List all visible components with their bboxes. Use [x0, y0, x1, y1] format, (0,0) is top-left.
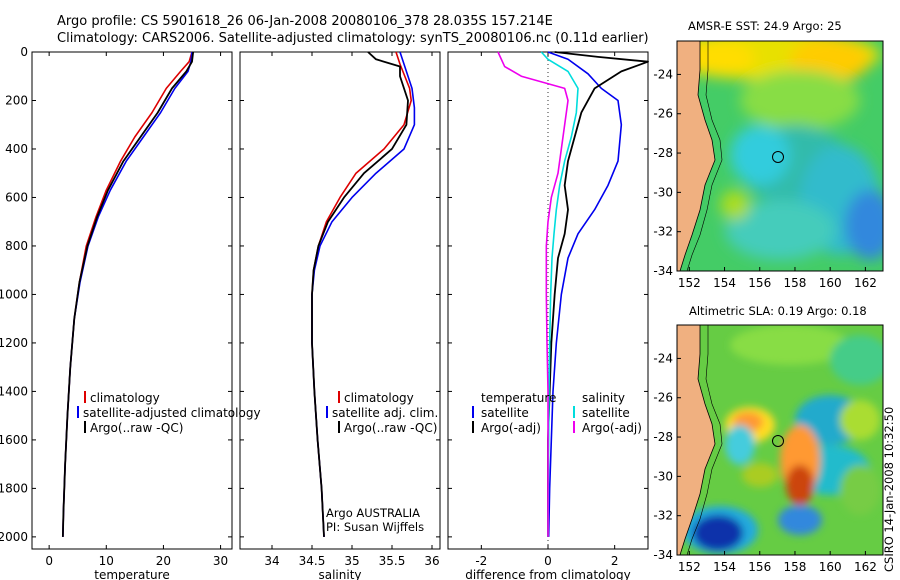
map-y-tick-label: -26 [653, 107, 673, 121]
legend-title-temperature: temperature [481, 391, 556, 405]
temperature-legend: climatology satellite-adjusted climatolo… [77, 391, 261, 435]
x-tick-label: 2 [611, 554, 619, 568]
x-tick-label: -2 [475, 554, 487, 568]
y-tick-label: 1600 [0, 433, 28, 447]
sla-map-field [677, 325, 883, 555]
legend-label-temp-satellite: satellite [481, 406, 529, 420]
legend-label-argo: Argo(..raw -QC) [344, 421, 437, 435]
x-tick-label: 0 [544, 554, 552, 568]
owner-line2: PI: Susan Wijffels [326, 520, 424, 534]
legend-label-satellite: satellite-adjusted climatology [83, 406, 261, 420]
map-x-tick-label: 152 [678, 560, 701, 574]
sst-map-title: AMSR-E SST: 24.9 Argo: 25 [688, 19, 842, 33]
legend-label-climatology: climatology [90, 391, 160, 405]
map-y-tick-label: -30 [653, 185, 673, 199]
map-y-tick-label: -34 [653, 548, 673, 562]
y-tick-label: 1000 [0, 287, 28, 301]
difference-legend: temperature salinity satellite Argo(-adj… [472, 391, 642, 435]
map-x-tick-label: 162 [854, 560, 877, 574]
map-y-tick-label: -28 [653, 430, 673, 444]
y-tick-label: 800 [5, 239, 28, 253]
map-x-tick-label: 156 [748, 560, 771, 574]
series-line-argo---raw--qc- [311, 51, 409, 537]
y-tick-label: 0 [20, 45, 28, 59]
legend-label-climatology: climatology [344, 391, 414, 405]
series-line-satellite-adjusted-climatology [62, 51, 193, 537]
legend-label-sal-argo: Argo(-adj) [582, 421, 642, 435]
x-tick-label: 0 [45, 554, 53, 568]
legend-label-satellite: satellite adj. clim. [332, 406, 438, 420]
x-tick-label: 35.5 [379, 554, 406, 568]
series-line-argo---raw--qc- [61, 51, 195, 537]
figure-title-line1: Argo profile: CS 5901618_26 06-Jan-2008 … [57, 14, 553, 29]
map-y-tick-label: -28 [653, 146, 673, 160]
series-line-argo--adj- [547, 51, 649, 537]
x-tick-label: 35 [344, 554, 359, 568]
y-tick-label: 1400 [0, 384, 28, 398]
figure-title-line2: Climatology: CARS2006. Satellite-adjuste… [57, 31, 649, 46]
salinity-legend: climatology satellite adj. clim. Argo(..… [326, 391, 438, 534]
sla-map: Altimetric SLA: 0.19 Argo: 0.18 [653, 304, 884, 574]
legend-label-temp-argo: Argo(-adj) [481, 421, 541, 435]
map-y-tick-label: -30 [653, 469, 673, 483]
series-line-climatology [311, 51, 413, 537]
x-tick-label: 36 [424, 554, 439, 568]
x-tick-label: 34 [264, 554, 279, 568]
map-x-tick-label: 162 [854, 276, 877, 290]
y-tick-label: 400 [5, 142, 28, 156]
sla-argo-marker [772, 435, 784, 447]
map-y-tick-label: -34 [653, 264, 673, 278]
map-y-tick-label: -32 [653, 225, 673, 239]
map-x-tick-label: 154 [713, 560, 736, 574]
sst-map: AMSR-E SST: 24.9 Argo: 25 152 154 156 158 16… [653, 19, 884, 290]
map-x-tick-label: 156 [748, 276, 771, 290]
x-axis-label: temperature [94, 568, 169, 580]
series-line-satellite [547, 51, 623, 537]
x-tick-label: 10 [99, 554, 114, 568]
map-y-tick-label: -26 [653, 391, 673, 405]
legend-label-sal-satellite: satellite [582, 406, 630, 420]
sst-map-field [677, 41, 883, 271]
y-tick-label: 1200 [0, 336, 28, 350]
legend-title-salinity: salinity [582, 391, 625, 405]
y-tick-label: 2000 [0, 530, 28, 544]
map-y-tick-label: -32 [653, 509, 673, 523]
map-x-tick-label: 158 [784, 560, 807, 574]
map-x-tick-label: 160 [819, 276, 842, 290]
owner-line1: Argo AUSTRALIA [326, 506, 420, 520]
y-tick-label: 1800 [0, 481, 28, 495]
sla-map-title: Altimetric SLA: 0.19 Argo: 0.18 [689, 304, 867, 318]
series-line-satellite-adj--clim- [311, 51, 416, 537]
plot-frame [31, 51, 233, 550]
map-x-tick-label: 158 [784, 276, 807, 290]
x-tick-label: 34.5 [299, 554, 326, 568]
temperature-panel: 0 10 20 30 0 200 400 600 800 1000 1200 1400 1600 1800… [0, 45, 233, 580]
map-y-tick-label: -24 [653, 67, 673, 81]
x-tick-label: 20 [156, 554, 171, 568]
x-axis-label: salinity [318, 568, 361, 580]
legend-label-argo: Argo(..raw -QC) [90, 421, 183, 435]
sst-argo-marker [772, 151, 784, 163]
x-tick-label: 30 [213, 554, 228, 568]
side-label: CSIRO 14-Jan-2008 10:32:50 [882, 407, 896, 572]
map-x-tick-label: 160 [819, 560, 842, 574]
x-axis-label: difference from climatology [465, 568, 631, 580]
series-line-satellite [540, 51, 579, 537]
series-line-climatology [62, 51, 193, 537]
plot-frame [239, 51, 441, 550]
y-tick-label: 200 [5, 93, 28, 107]
map-x-tick-label: 154 [713, 276, 736, 290]
map-x-tick-label: 152 [678, 276, 701, 290]
y-tick-label: 600 [5, 190, 28, 204]
series-line-argo--adj- [497, 51, 569, 537]
map-y-tick-label: -24 [653, 351, 673, 365]
salinity-panel: 34 34.5 35 35.5 36 salinity [239, 51, 441, 580]
